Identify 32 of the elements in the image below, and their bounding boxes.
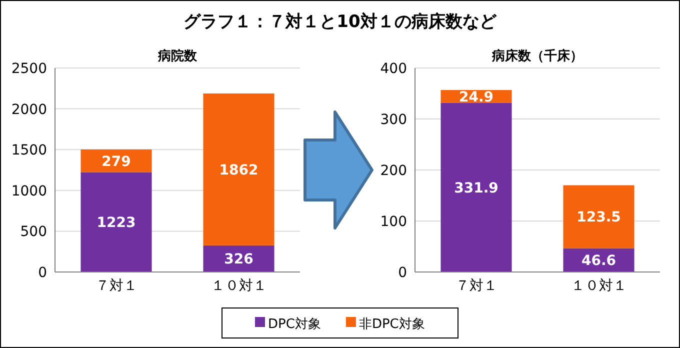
data-label: 24.9 bbox=[458, 89, 494, 106]
legend-label: DPC対象 bbox=[268, 316, 321, 332]
bar bbox=[80, 172, 152, 272]
y-tick-label: 0 bbox=[38, 265, 47, 281]
y-tick-label: 200 bbox=[380, 163, 407, 179]
data-label: 46.6 bbox=[581, 253, 616, 270]
text: グラフ１：７対１と10対１の病床数など bbox=[184, 12, 498, 32]
data-label: 331.9 bbox=[454, 180, 498, 196]
x-tick-label: １０対１ bbox=[210, 278, 267, 294]
data-label: 1223 bbox=[96, 215, 136, 232]
x-tick-label: ７対１ bbox=[95, 278, 138, 294]
x-tick-label: ７対１ bbox=[455, 278, 498, 294]
y-tick-label: 1500 bbox=[11, 142, 47, 159]
y-tick-label: 1000 bbox=[11, 183, 47, 200]
data-label: 279 bbox=[102, 154, 131, 170]
y-tick-label: 0 bbox=[398, 265, 407, 281]
data-label: 1862 bbox=[219, 162, 258, 178]
data-label: 326 bbox=[224, 252, 254, 268]
chart-title: 病床数（千床） bbox=[491, 48, 583, 64]
y-tick-label: 500 bbox=[20, 224, 47, 240]
legend-label: 非DPC対象 bbox=[358, 316, 425, 332]
bar bbox=[440, 102, 512, 272]
data-label: 123.5 bbox=[576, 210, 621, 226]
y-tick-label: 100 bbox=[380, 214, 407, 230]
y-tick-label: 2500 bbox=[11, 61, 47, 77]
y-tick-label: 400 bbox=[380, 61, 407, 77]
bar bbox=[563, 185, 634, 248]
bar bbox=[203, 93, 274, 246]
x-tick-label: １０対１ bbox=[570, 278, 627, 294]
y-tick-label: 2000 bbox=[11, 102, 47, 118]
y-tick-label: 300 bbox=[380, 112, 407, 128]
chart-title: 病院数 bbox=[157, 48, 198, 64]
